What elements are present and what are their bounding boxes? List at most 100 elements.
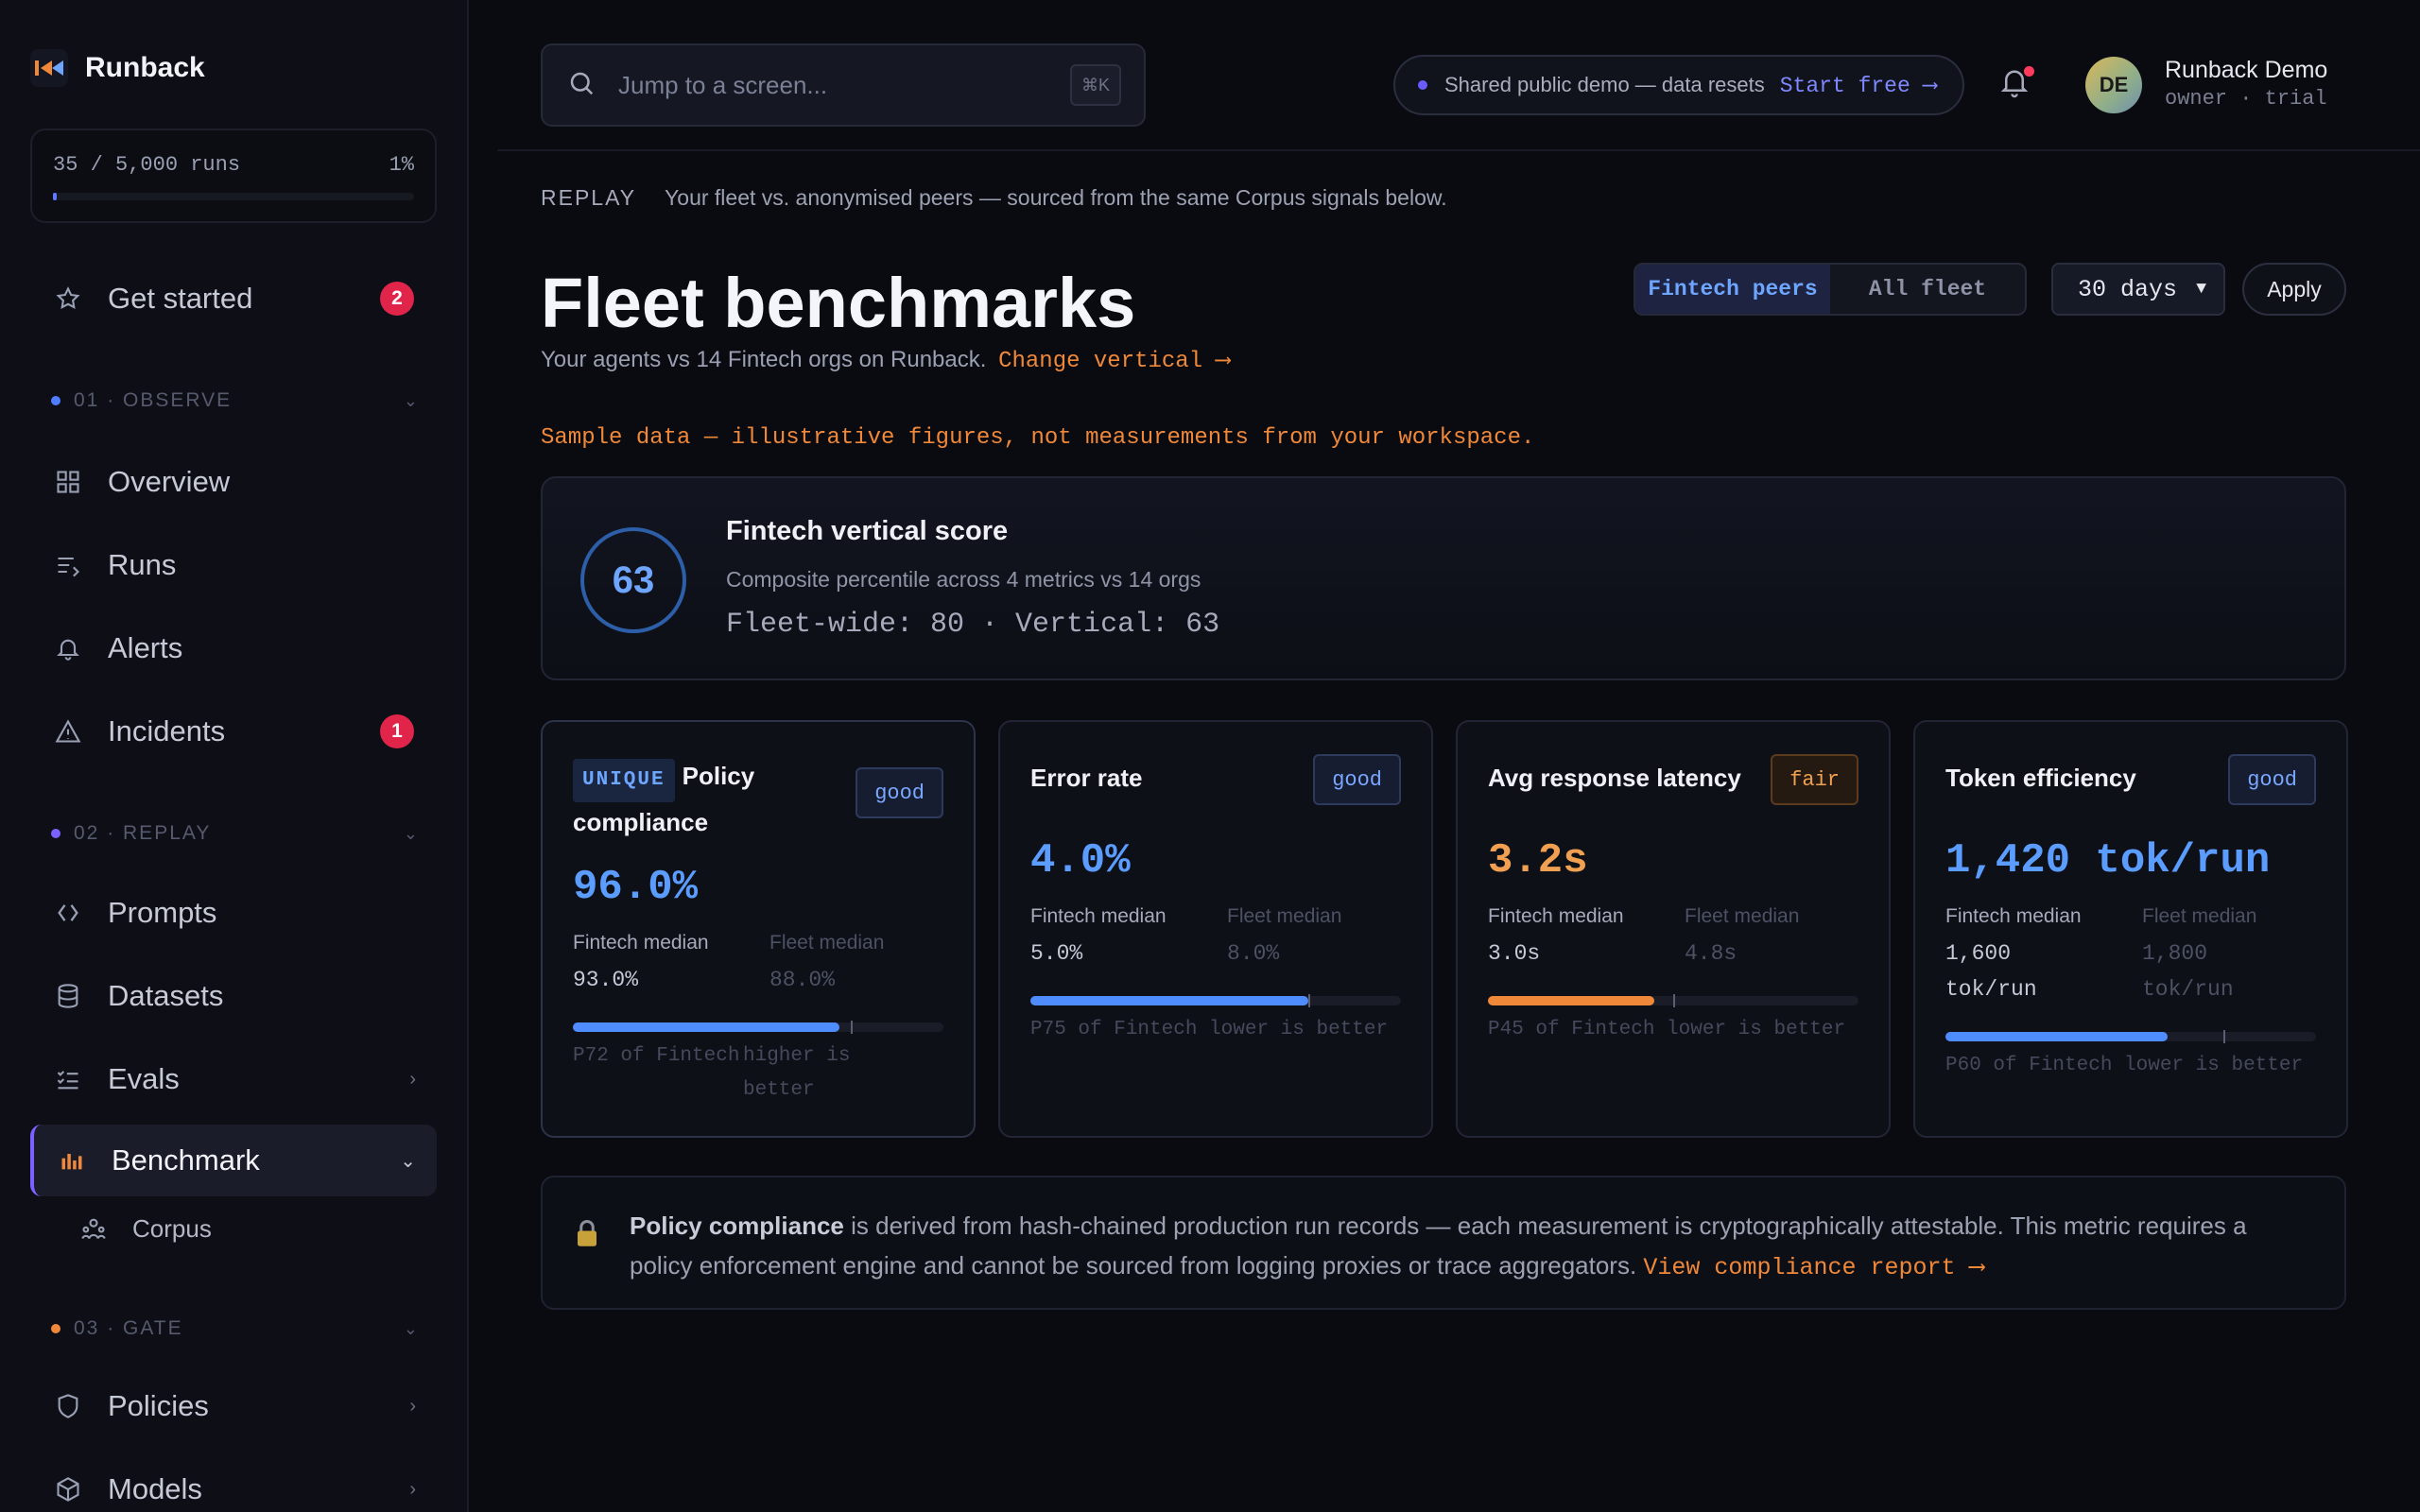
fleet-median-value: 88.0% xyxy=(769,968,836,992)
median-marker xyxy=(1673,994,1675,1007)
nav-overview[interactable]: Overview xyxy=(30,446,437,518)
chevron-right-icon: › xyxy=(409,1395,416,1417)
fleet-median-label: Fleet median xyxy=(1685,905,1800,927)
nav-datasets[interactable]: Datasets xyxy=(30,960,437,1032)
metric-title: Token efficiency xyxy=(1945,764,2136,792)
bar-chart-icon xyxy=(55,1143,89,1177)
fleet-median-label: Fleet median xyxy=(769,932,885,954)
section-dot xyxy=(51,1324,60,1333)
section-label: 03 · GATE xyxy=(74,1317,183,1339)
sample-data-note: Sample data — illustrative figures, not … xyxy=(541,425,1535,451)
metric-card-token-efficiency: Token efficiency good 1,420 tok/run Fint… xyxy=(1913,720,2348,1138)
people-icon xyxy=(79,1214,108,1243)
nav-corpus[interactable]: Corpus xyxy=(79,1200,212,1257)
fleet-median-label: Fleet median xyxy=(1227,905,1342,927)
nav-alerts[interactable]: Alerts xyxy=(30,612,437,684)
metric-card-latency: Avg response latency fair 3.2s Fintech m… xyxy=(1456,720,1891,1138)
fleet-median-value: 4.8s xyxy=(1685,941,1737,966)
breadcrumb: REPLAY Your fleet vs. anonymised peers —… xyxy=(541,185,1447,211)
incidents-badge: 1 xyxy=(380,714,414,748)
runback-logo-icon xyxy=(30,49,68,87)
tab-fintech-peers[interactable]: Fintech peers xyxy=(1635,265,1830,314)
peer-median-label: Fintech median xyxy=(1030,905,1167,927)
search-input[interactable]: Jump to a screen... ⌘K xyxy=(541,43,1146,127)
fleet-median-label: Fleet median xyxy=(2142,905,2257,927)
nav-label: Benchmark xyxy=(112,1143,260,1177)
fleet-median-value: 8.0% xyxy=(1227,941,1280,966)
chevron-right-icon: › xyxy=(409,1068,416,1090)
nav-label: Get started xyxy=(108,282,253,315)
warning-icon xyxy=(51,714,85,748)
usage-percent: 1% xyxy=(389,153,414,177)
rating-badge: fair xyxy=(1771,754,1858,805)
bell-icon xyxy=(51,631,85,665)
avatar[interactable]: DE xyxy=(2085,57,2142,113)
user-name[interactable]: Runback Demo xyxy=(2165,57,2328,83)
section-dot xyxy=(51,829,60,838)
usage-meter: 35 / 5,000 runs 1% xyxy=(30,129,437,223)
star-icon xyxy=(51,282,85,316)
nav-evals[interactable]: Evals › xyxy=(30,1043,437,1115)
metric-value: 96.0% xyxy=(573,864,699,911)
percentile-bar-fill xyxy=(1488,996,1655,1005)
notifications-button[interactable] xyxy=(2000,66,2034,104)
rating-badge: good xyxy=(1313,754,1401,805)
nav-label: Policies xyxy=(108,1389,209,1422)
change-vertical-link[interactable]: Change vertical ⟶ xyxy=(998,349,1230,374)
nav-incidents[interactable]: Incidents 1 xyxy=(30,696,437,767)
nav-prompts[interactable]: Prompts xyxy=(30,877,437,949)
vertical-score-card: 63 Fintech vertical score Composite perc… xyxy=(541,476,2346,680)
nav-benchmark[interactable]: Benchmark ⌄ xyxy=(30,1125,437,1196)
section-replay[interactable]: 02 · REPLAY ⌄ xyxy=(51,822,420,845)
nav-models[interactable]: Models › xyxy=(30,1453,437,1512)
nav-label: Incidents xyxy=(108,714,226,747)
search-placeholder: Jump to a screen... xyxy=(618,70,828,99)
percentile-bar xyxy=(1488,994,1858,1007)
tab-all-fleet[interactable]: All fleet xyxy=(1868,277,1987,301)
search-shortcut: ⌘K xyxy=(1070,64,1121,106)
direction-text: lower is better xyxy=(1209,1019,1389,1040)
peer-median-value: 1,600 tok/run xyxy=(1945,941,2037,1002)
nav-policies[interactable]: Policies › xyxy=(30,1370,437,1442)
database-icon xyxy=(51,979,85,1013)
page-title: Fleet benchmarks xyxy=(541,264,1136,342)
metric-card-policy-compliance: UNIQUE Policy compliance good 96.0% Finte… xyxy=(541,720,976,1138)
get-started-badge: 2 xyxy=(380,282,414,316)
nav-runs[interactable]: Runs xyxy=(30,529,437,601)
median-marker xyxy=(2223,1030,2225,1043)
nav-get-started[interactable]: Get started 2 xyxy=(30,263,437,335)
metric-title-text: Policy compliance xyxy=(573,762,755,836)
shield-icon xyxy=(51,1389,85,1423)
section-label: 02 · REPLAY xyxy=(74,822,212,844)
fleet-median-value: 1,800 tok/run xyxy=(2142,941,2234,1002)
notification-dot xyxy=(2024,66,2034,77)
list-arrow-icon xyxy=(51,548,85,582)
lock-icon xyxy=(575,1219,599,1252)
median-marker xyxy=(1308,994,1310,1007)
percentile-value: P75 of Fintech xyxy=(1030,1019,1198,1040)
chevron-down-icon: ⌄ xyxy=(403,390,420,410)
chevron-down-icon: ▼ xyxy=(2196,280,2206,299)
breadcrumb-text: Your fleet vs. anonymised peers — source… xyxy=(665,185,1447,210)
note-text: Policy compliance is derived from hash-c… xyxy=(630,1206,2312,1288)
nav-label: Alerts xyxy=(108,631,183,664)
start-free-link[interactable]: Start free ⟶ xyxy=(1779,73,1937,98)
period-select[interactable]: 30 days ▼ xyxy=(2051,263,2225,316)
brand[interactable]: Runback xyxy=(30,49,205,87)
percentile-text: P72 of Fintech xyxy=(573,1045,740,1067)
section-observe[interactable]: 01 · OBSERVE ⌄ xyxy=(51,389,420,412)
metric-title: UNIQUE Policy compliance xyxy=(573,756,856,842)
score-subtitle: Composite percentile across 4 metrics vs… xyxy=(726,567,1201,592)
score-ring: 63 xyxy=(580,527,686,633)
percentile-bar xyxy=(573,1021,943,1034)
breadcrumb-tag: REPLAY xyxy=(541,185,637,210)
view-compliance-report-link[interactable]: View compliance report ⟶ xyxy=(1643,1254,1984,1281)
page-subtitle: Your agents vs 14 Fintech orgs on Runbac… xyxy=(541,346,1230,374)
demo-banner: Shared public demo — data resets Start f… xyxy=(1393,55,1964,115)
apply-button[interactable]: Apply xyxy=(2242,263,2346,316)
unique-tag: UNIQUE xyxy=(573,759,675,802)
peer-median-label: Fintech median xyxy=(1488,905,1624,927)
section-gate[interactable]: 03 · GATE ⌄ xyxy=(51,1317,420,1340)
nav-label: Models xyxy=(108,1472,202,1505)
peer-median-value: 3.0s xyxy=(1488,941,1541,966)
